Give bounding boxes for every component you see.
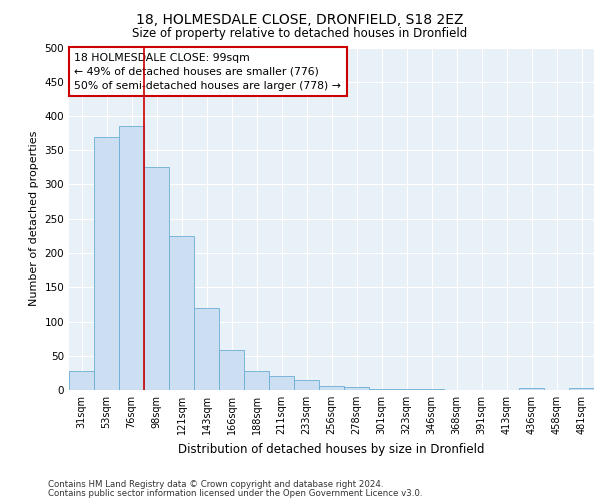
Bar xyxy=(144,168,169,390)
Bar xyxy=(369,388,394,390)
Bar xyxy=(294,380,319,390)
Bar xyxy=(569,388,594,390)
Bar xyxy=(169,236,194,390)
Bar xyxy=(244,371,269,390)
Text: Size of property relative to detached houses in Dronfield: Size of property relative to detached ho… xyxy=(133,28,467,40)
Bar xyxy=(119,126,144,390)
Text: Contains public sector information licensed under the Open Government Licence v3: Contains public sector information licen… xyxy=(48,488,422,498)
Text: 18, HOLMESDALE CLOSE, DRONFIELD, S18 2EZ: 18, HOLMESDALE CLOSE, DRONFIELD, S18 2EZ xyxy=(136,12,464,26)
Bar xyxy=(519,388,544,390)
Bar xyxy=(69,371,94,390)
Bar xyxy=(94,136,119,390)
Bar xyxy=(219,350,244,390)
Text: 18 HOLMESDALE CLOSE: 99sqm
← 49% of detached houses are smaller (776)
50% of sem: 18 HOLMESDALE CLOSE: 99sqm ← 49% of deta… xyxy=(74,52,341,90)
Bar xyxy=(319,386,344,390)
Text: Contains HM Land Registry data © Crown copyright and database right 2024.: Contains HM Land Registry data © Crown c… xyxy=(48,480,383,489)
Bar xyxy=(269,376,294,390)
Bar xyxy=(344,386,369,390)
X-axis label: Distribution of detached houses by size in Dronfield: Distribution of detached houses by size … xyxy=(178,442,485,456)
Bar xyxy=(194,308,219,390)
Y-axis label: Number of detached properties: Number of detached properties xyxy=(29,131,39,306)
